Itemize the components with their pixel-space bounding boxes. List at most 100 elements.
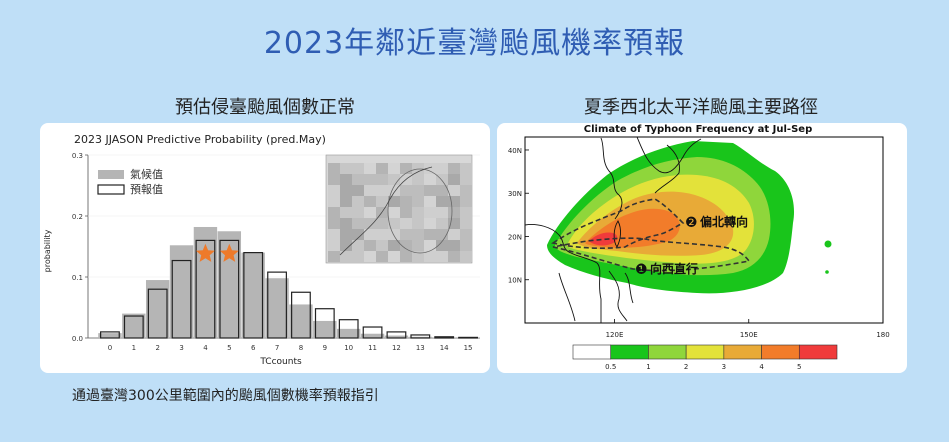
inset-cell	[328, 163, 340, 174]
inset-coastline	[339, 166, 433, 256]
bar-series	[98, 226, 480, 339]
inset-cell	[460, 240, 472, 251]
climatology-bar	[384, 335, 409, 338]
inset-cell	[376, 251, 388, 262]
climatology-bar	[265, 278, 289, 338]
climatology-bar	[217, 231, 242, 338]
inset-cell	[424, 207, 436, 218]
colorbar-swatch	[572, 344, 612, 360]
inset-cell	[400, 207, 412, 218]
inset-cell	[376, 218, 388, 229]
colorbar-tick-label: 2	[684, 363, 688, 371]
inset-cell	[340, 196, 352, 207]
x-axis-label: TCcounts	[259, 357, 302, 367]
y-tick-label: 0.2	[72, 213, 83, 221]
inset-cell	[436, 218, 448, 229]
inset-cell	[448, 185, 460, 196]
x-tick-label: 12	[392, 344, 401, 352]
inset-cell	[436, 240, 448, 251]
inset-cell	[340, 185, 352, 196]
inset-cell	[376, 240, 388, 251]
inset-cell	[328, 240, 340, 251]
inset-cell	[328, 218, 340, 229]
y-axis-label: probability	[43, 229, 52, 272]
inset-cell	[400, 240, 412, 251]
inset-cell	[340, 240, 352, 251]
forecast-bar	[147, 288, 168, 339]
inset-cell	[364, 163, 376, 174]
inset-cell	[340, 229, 352, 240]
inset-cell	[340, 207, 352, 218]
inset-cell	[436, 185, 448, 196]
main-title: 2023年鄰近臺灣颱風機率預報	[263, 26, 686, 61]
typhoon-map-panel: Climate of Typhoon Frequency at Jul-Sep	[497, 123, 907, 373]
inset-cell	[460, 251, 472, 262]
inset-cell	[460, 163, 472, 174]
climatology-bar	[313, 320, 337, 338]
inset-cell	[388, 185, 400, 196]
inset-cell	[388, 174, 400, 185]
track-label-marker-1: ❶	[635, 262, 648, 278]
inset-cell	[388, 251, 400, 262]
inset-cell	[448, 174, 460, 185]
colorbar-swatch	[610, 344, 649, 360]
climatology-bar	[336, 328, 361, 338]
inset-cell	[376, 229, 388, 240]
inset-cell	[328, 174, 340, 185]
x-tick-label: 1	[132, 344, 136, 352]
inset-cell	[412, 196, 424, 207]
inset-cell	[400, 229, 412, 240]
inset-cell	[424, 229, 436, 240]
inset-cell	[412, 240, 424, 251]
inset-cell	[352, 185, 364, 196]
x-tick-label: 13	[416, 344, 425, 352]
typhoon-tracks	[551, 198, 751, 272]
inset-cell	[388, 218, 400, 229]
inset-cell	[400, 251, 412, 262]
inset-map	[325, 154, 473, 264]
y-tick-label: 0.1	[72, 274, 83, 282]
climatology-bar	[289, 304, 313, 338]
x-tick-label: 9	[323, 344, 327, 352]
inset-cell	[352, 196, 364, 207]
right-panel-heading: 夏季西北太平洋颱風主要路徑	[584, 97, 818, 118]
inset-cell	[376, 163, 388, 174]
track-label-marker-2: ❷	[685, 215, 698, 231]
climatology-bar	[408, 336, 433, 338]
forecast-bar	[195, 239, 216, 339]
inset-domain-circle	[387, 168, 453, 254]
x-tick-label: 15	[464, 344, 473, 352]
inset-cell	[436, 207, 448, 218]
probability-chart-panel: 2023 JJASON Predictive Probability (pred…	[40, 123, 490, 373]
x-tick-label: 5	[227, 344, 231, 352]
inset-cell	[352, 229, 364, 240]
inset-cell	[400, 218, 412, 229]
probability-bar-chart: 2023 JJASON Predictive Probability (pred…	[43, 133, 480, 367]
forecast-bar	[267, 271, 287, 339]
forecast-bar	[338, 319, 359, 339]
inset-cell	[448, 196, 460, 207]
left-panel-heading: 預估侵臺颱風個數正常	[175, 97, 355, 118]
inset-cell	[388, 240, 400, 251]
colorbar-swatch	[798, 344, 838, 360]
inset-cell	[412, 185, 424, 196]
inset-cell	[328, 196, 340, 207]
inset-cell	[436, 196, 448, 207]
inset-cell	[340, 218, 352, 229]
forecast-bar	[314, 308, 335, 339]
map-y-tick-label: 40N	[508, 147, 522, 155]
inset-cell	[388, 196, 400, 207]
inset-cell	[460, 207, 472, 218]
inset-cell	[340, 163, 352, 174]
y-tick-label: 0.0	[72, 335, 83, 343]
inset-cell	[424, 185, 436, 196]
inset-cell	[328, 185, 340, 196]
inset-cell	[436, 163, 448, 174]
forecast-bar	[291, 291, 311, 339]
x-tick-label: 0	[108, 344, 112, 352]
inset-cell	[364, 174, 376, 185]
inset-cell	[364, 196, 376, 207]
forecast-bar	[123, 315, 144, 339]
x-tick-label: 3	[179, 344, 183, 352]
inset-cell	[460, 218, 472, 229]
